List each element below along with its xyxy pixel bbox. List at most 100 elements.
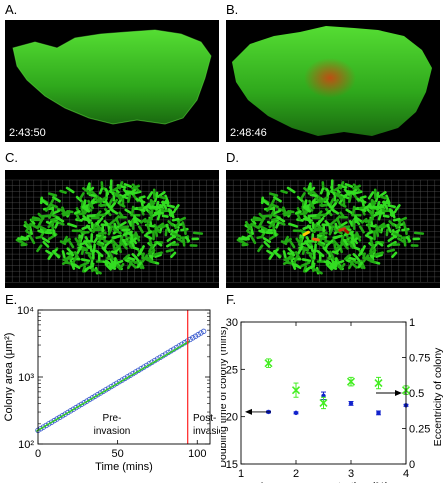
rod-cell bbox=[100, 196, 107, 203]
rod-cell bbox=[257, 244, 264, 253]
rod-cell bbox=[333, 234, 342, 240]
data-point bbox=[57, 414, 63, 421]
rod-cell bbox=[273, 229, 278, 237]
rod-cell bbox=[374, 211, 385, 215]
rod-cell bbox=[92, 267, 102, 275]
rod-cell bbox=[136, 261, 142, 269]
rod-cell bbox=[319, 231, 328, 235]
rod-cell bbox=[286, 186, 296, 194]
x-tick-label: 4 bbox=[403, 468, 409, 480]
data-point bbox=[291, 386, 301, 395]
rod-cell bbox=[68, 240, 75, 249]
data-point bbox=[65, 409, 71, 416]
annotation-pre: Pre- bbox=[103, 413, 122, 424]
rod-cell bbox=[339, 262, 346, 270]
rod-cell bbox=[314, 196, 321, 203]
rod-cell bbox=[101, 224, 105, 233]
rod-cell bbox=[79, 261, 90, 268]
rod-cell bbox=[66, 209, 74, 214]
rod-cell bbox=[308, 254, 315, 261]
rod-cell bbox=[275, 220, 286, 226]
rod-cell bbox=[311, 216, 321, 220]
rod-cell bbox=[372, 205, 382, 210]
rod-cell bbox=[70, 262, 79, 268]
rod-cell bbox=[109, 207, 119, 215]
rod-cell bbox=[152, 251, 163, 257]
rod-cell bbox=[275, 222, 280, 229]
rod-cell bbox=[115, 191, 122, 201]
rod-cell bbox=[75, 195, 83, 203]
rod-cell bbox=[114, 243, 123, 251]
rod-cell bbox=[108, 264, 117, 270]
rod-cell bbox=[93, 196, 100, 203]
rod-cell bbox=[142, 256, 151, 262]
data-point bbox=[48, 419, 55, 425]
left-axis-arrowhead bbox=[245, 408, 252, 415]
data-point bbox=[46, 421, 52, 427]
rod-cell bbox=[171, 243, 180, 247]
rod-cell bbox=[291, 262, 300, 268]
rod-cell bbox=[59, 189, 67, 194]
rod-cell bbox=[368, 249, 377, 255]
rod-cell bbox=[84, 264, 94, 271]
rod-cell bbox=[328, 227, 334, 236]
rod-cell bbox=[319, 203, 329, 207]
data-point bbox=[67, 408, 74, 414]
rod-cell bbox=[72, 255, 78, 264]
rod-cell bbox=[123, 182, 133, 188]
rod-cell bbox=[37, 229, 45, 234]
rod-cell bbox=[127, 194, 132, 204]
rod-cell bbox=[385, 194, 391, 205]
rod-cell bbox=[147, 202, 152, 210]
rod-cell bbox=[118, 216, 128, 219]
rod-cell bbox=[80, 246, 85, 256]
rod-cell bbox=[344, 253, 352, 261]
annotation-pre: invasion bbox=[94, 426, 131, 437]
rod-cell bbox=[67, 222, 78, 228]
rod-cell bbox=[97, 252, 101, 262]
rod-cell bbox=[138, 195, 146, 200]
rod-cell bbox=[301, 205, 306, 215]
rod-cell bbox=[324, 243, 329, 251]
rod-cell bbox=[139, 217, 147, 224]
rod-cell bbox=[338, 195, 346, 205]
rod-cell bbox=[77, 237, 82, 246]
rod-cell bbox=[305, 264, 315, 271]
y-axis-label: Colony area (μm²) bbox=[3, 333, 15, 422]
rod-cell bbox=[282, 250, 287, 259]
data-point bbox=[59, 413, 66, 419]
panel-label-c: C. bbox=[5, 150, 18, 165]
rod-cell bbox=[336, 191, 343, 201]
rod-cell bbox=[61, 259, 69, 266]
data-point bbox=[346, 377, 356, 386]
rod-cell bbox=[82, 187, 92, 195]
doubling-time-chart: 15 20 25 30 0 0.25 0.5 0.75 1 1 2 3 4 Agarose concent… bbox=[221, 317, 444, 483]
rod-cell bbox=[129, 237, 138, 244]
rod-cell bbox=[85, 224, 93, 233]
data-point bbox=[348, 401, 354, 406]
rod-cell bbox=[348, 194, 353, 204]
rod-cell bbox=[176, 237, 186, 244]
rod-cell bbox=[330, 207, 340, 215]
rod-cell bbox=[305, 239, 315, 243]
rod-cell bbox=[369, 210, 374, 217]
rod-cell bbox=[280, 240, 288, 246]
rod-cell bbox=[301, 258, 312, 263]
series-dot bbox=[266, 391, 409, 416]
rod-cell bbox=[360, 217, 368, 224]
rod-cell bbox=[23, 220, 31, 231]
data-point bbox=[40, 424, 47, 430]
rod-cell bbox=[100, 181, 104, 189]
rod-cell bbox=[120, 240, 128, 250]
data-point bbox=[89, 395, 96, 401]
colony-render-a bbox=[12, 29, 212, 125]
rod-cell bbox=[171, 217, 180, 222]
rod-cell bbox=[333, 228, 343, 235]
rod-cell bbox=[170, 251, 177, 258]
y-right-tick-label: 1 bbox=[409, 317, 415, 329]
rod-cell bbox=[167, 220, 174, 227]
rod-cell bbox=[155, 241, 163, 247]
rod-cell bbox=[300, 261, 311, 268]
rod-cell bbox=[374, 223, 382, 233]
rod-cell bbox=[317, 242, 325, 248]
